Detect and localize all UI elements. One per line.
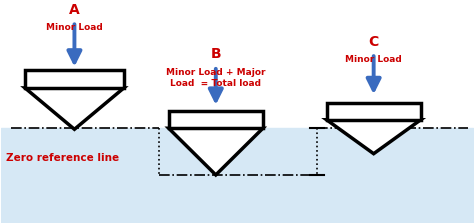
- Polygon shape: [327, 120, 421, 154]
- Polygon shape: [25, 88, 124, 129]
- Text: Minor Load: Minor Load: [345, 55, 402, 64]
- Text: Zero reference line: Zero reference line: [6, 153, 119, 163]
- Polygon shape: [327, 103, 421, 120]
- Text: B: B: [210, 47, 221, 61]
- Polygon shape: [169, 111, 263, 128]
- Polygon shape: [25, 70, 124, 88]
- Polygon shape: [169, 128, 263, 175]
- Text: Minor Load: Minor Load: [46, 23, 103, 32]
- Text: Minor Load + Major
Load  = Total load: Minor Load + Major Load = Total load: [166, 68, 265, 88]
- Text: C: C: [368, 35, 379, 49]
- Text: A: A: [69, 3, 80, 17]
